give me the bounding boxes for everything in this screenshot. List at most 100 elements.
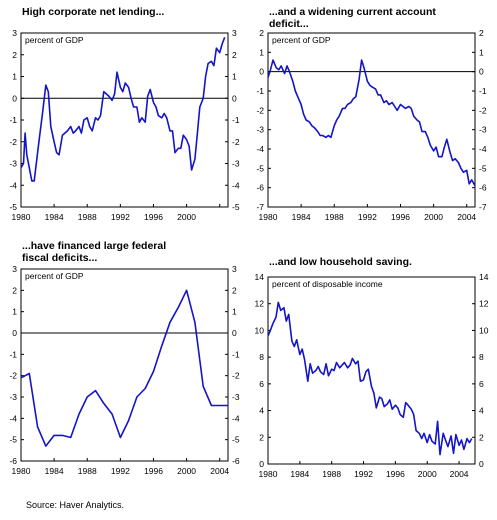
y-tick-label-left: 1	[12, 307, 17, 317]
y-tick-label-left: 0	[259, 459, 264, 469]
y-tick-label-left: -2	[9, 371, 17, 381]
y-tick-label-right: 10	[479, 325, 489, 335]
y-tick-label-right: 2	[232, 285, 237, 295]
y-tick-label-left: 1	[12, 72, 17, 82]
x-tick-label: 1980	[12, 466, 31, 476]
y-tick-label-right: 6	[479, 379, 484, 389]
chart-title-line: fiscal deficits...	[22, 252, 97, 264]
y-tick-label-left: -5	[9, 202, 17, 212]
y-tick-label-right: -3	[232, 159, 240, 169]
y-tick-label-left: -2	[9, 137, 17, 147]
y-tick-label-right: -1	[232, 349, 240, 359]
y-tick-label-left: -6	[256, 183, 264, 193]
y-tick-label-right: 2	[232, 50, 237, 60]
chart-title-line: ...and low household saving.	[269, 256, 412, 268]
y-tick-label-right: -2	[232, 371, 240, 381]
plot-frame	[20, 32, 229, 208]
chart-title: ...and a widening current account deficit…	[269, 6, 436, 30]
chart-panel-4: ...and low household saving. percent of d…	[255, 256, 489, 479]
x-tick-label: 1992	[354, 469, 373, 479]
y-tick-label-right: -5	[232, 435, 240, 445]
y-tick-label-right: -4	[232, 413, 240, 423]
x-tick-label: 2004	[457, 212, 476, 222]
x-tick-label: 1996	[144, 466, 163, 476]
x-tick-label: 2000	[424, 212, 443, 222]
y-tick-label-left: -4	[9, 180, 17, 190]
plot-frame	[267, 32, 476, 208]
x-tick-label: 1984	[292, 212, 311, 222]
x-tick-label: 1996	[386, 469, 405, 479]
series-line	[20, 37, 226, 182]
x-tick-label: 2000	[177, 212, 196, 222]
x-tick-label: 2004	[210, 466, 229, 476]
x-tick-label: 1988	[325, 212, 344, 222]
x-tick-label: 1996	[144, 212, 163, 222]
y-tick-label-right: 2	[479, 432, 484, 442]
y-tick-label-right: 8	[479, 352, 484, 362]
chart-title-line: ...and a widening current account	[269, 6, 436, 18]
y-tick-label-left: -1	[9, 115, 17, 125]
y-tick-label-right: 1	[232, 307, 237, 317]
y-tick-label-right: 14	[479, 272, 489, 282]
x-tick-label: 1992	[111, 466, 130, 476]
y-tick-label-right: -1	[232, 115, 240, 125]
y-tick-label-left: 0	[12, 93, 17, 103]
x-tick-label: 1980	[259, 469, 278, 479]
x-tick-label: 1992	[358, 212, 377, 222]
chart-title-line: ...have financed large federal	[22, 240, 166, 252]
y-tick-label-left: -1	[256, 86, 264, 96]
y-tick-label-right: -2	[479, 105, 487, 115]
y-tick-label-right: 0	[479, 459, 484, 469]
y-tick-label-right: 0	[232, 93, 237, 103]
chart-title-line: High corporate net lending...	[22, 6, 164, 18]
chart-panel-2: ...and a widening current account deficit…	[256, 6, 486, 222]
y-tick-label-left: -1	[9, 349, 17, 359]
y-tick-label-right: -5	[232, 202, 240, 212]
y-tick-label-left: 3	[12, 264, 17, 274]
y-tick-label-right: 1	[232, 72, 237, 82]
x-tick-label: 1984	[290, 469, 309, 479]
unit-label: percent of GDP	[25, 35, 84, 45]
y-tick-label-left: -4	[256, 144, 264, 154]
chart-title: High corporate net lending...	[22, 6, 164, 18]
x-tick-label: 1984	[45, 466, 64, 476]
chart-panel-1: High corporate net lending... percent of …	[9, 6, 239, 222]
y-tick-label-right: -5	[479, 163, 487, 173]
y-tick-label-left: 2	[259, 28, 264, 38]
y-tick-label-right: 0	[479, 67, 484, 77]
y-tick-label-right: 4	[479, 406, 484, 416]
y-tick-label-left: 14	[255, 272, 265, 282]
plot-frame	[20, 268, 229, 462]
y-tick-label-right: 3	[232, 264, 237, 274]
x-tick-label: 1988	[78, 212, 97, 222]
y-tick-label-right: 12	[479, 299, 489, 309]
chart-title: ...and low household saving.	[269, 256, 412, 268]
source-note: Source: Haver Analytics.	[26, 500, 125, 510]
x-tick-label: 1988	[78, 466, 97, 476]
y-tick-label-right: 0	[232, 328, 237, 338]
y-tick-label-right: 2	[479, 28, 484, 38]
x-tick-label: 2004	[450, 469, 469, 479]
x-tick-label: 1980	[259, 212, 278, 222]
y-tick-label-left: -5	[9, 435, 17, 445]
x-tick-label: 1992	[111, 212, 130, 222]
series-line	[20, 289, 228, 447]
y-tick-label-left: 8	[259, 352, 264, 362]
y-tick-label-right: -2	[232, 137, 240, 147]
y-tick-label-left: -4	[9, 413, 17, 423]
unit-label: percent of disposable income	[272, 279, 383, 289]
chart-title-line: deficit...	[269, 18, 309, 30]
x-tick-label: 1996	[391, 212, 410, 222]
y-tick-label-left: 2	[12, 285, 17, 295]
x-tick-label: 1984	[45, 212, 64, 222]
y-tick-label-right: -6	[232, 456, 240, 466]
unit-label: percent of GDP	[272, 35, 331, 45]
y-tick-label-right: -1	[479, 86, 487, 96]
x-tick-label: 2000	[418, 469, 437, 479]
x-tick-label: 2000	[177, 466, 196, 476]
y-tick-label-left: 2	[259, 432, 264, 442]
plot-frame	[267, 276, 476, 465]
y-tick-label-left: 1	[259, 47, 264, 57]
y-tick-label-left: -3	[9, 159, 17, 169]
y-tick-label-left: -2	[256, 105, 264, 115]
